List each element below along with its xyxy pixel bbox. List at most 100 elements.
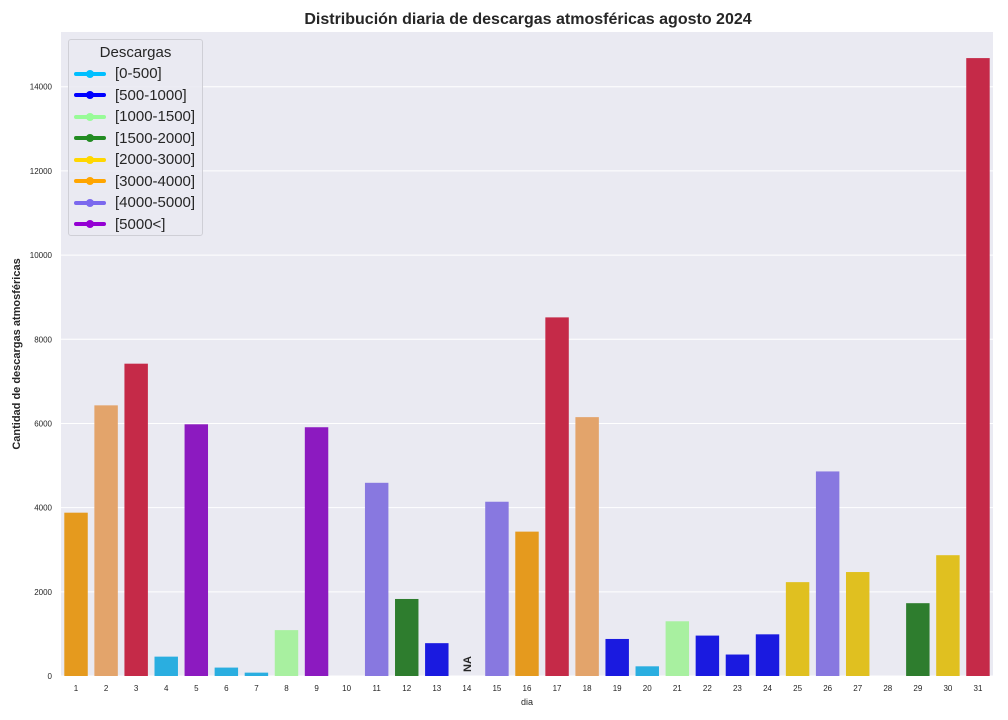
- legend-label: [5000<]: [115, 215, 166, 233]
- legend-marker: [86, 198, 94, 207]
- legend-swatch: [74, 112, 106, 121]
- y-tick-label: 8000: [34, 335, 52, 344]
- x-tick-label: 25: [793, 684, 802, 693]
- bar: [605, 638, 629, 676]
- legend-marker: [86, 155, 94, 164]
- x-tick-label: 17: [553, 684, 562, 693]
- legend-items: [0-500] [500-1000] [1000-1500] [1500-2000] […: [69, 63, 202, 235]
- x-tick-label: 28: [883, 684, 892, 693]
- legend-label: [500-1000]: [115, 86, 187, 104]
- x-tick-label: 26: [823, 684, 832, 693]
- y-tick-label: 6000: [34, 419, 52, 428]
- x-tick-label: 24: [763, 684, 772, 693]
- x-tick-label: 29: [913, 684, 922, 693]
- bar: [695, 635, 720, 676]
- x-tick-label: 2: [104, 684, 109, 693]
- bar: [545, 317, 569, 676]
- bar: [635, 666, 659, 676]
- legend-title: Descargas: [99, 44, 172, 61]
- bar: [665, 621, 690, 676]
- bar: [244, 672, 269, 676]
- x-tick-label: 20: [643, 684, 652, 693]
- x-tick-label: 30: [943, 684, 952, 693]
- bar: [936, 555, 960, 676]
- legend-item: [500-1000]: [69, 85, 202, 107]
- legend-swatch: [74, 155, 106, 164]
- legend-swatch: [74, 220, 106, 229]
- legend-label: [2000-3000]: [115, 151, 196, 169]
- y-tick-label: 12000: [30, 167, 53, 176]
- legend-marker: [86, 91, 94, 100]
- bar: [785, 582, 810, 676]
- legend-item: [2000-3000]: [69, 149, 202, 171]
- legend-label: [1000-1500]: [115, 108, 196, 126]
- x-tick-label: 3: [134, 684, 139, 693]
- x-tick-label: 10: [342, 684, 351, 693]
- y-axis-label: Cantidad de descargas atmosféricas: [11, 258, 23, 449]
- legend-marker: [86, 220, 94, 229]
- bar: [274, 630, 299, 676]
- legend-swatch: [74, 177, 106, 186]
- bar: [395, 598, 419, 676]
- bar: [184, 424, 209, 676]
- legend-label: [0-500]: [115, 65, 162, 83]
- bar: [966, 58, 990, 676]
- x-tick-label: 15: [492, 684, 501, 693]
- bar: [64, 512, 88, 676]
- legend-swatch: [74, 198, 106, 207]
- legend-item: [1500-2000]: [69, 128, 202, 150]
- x-tick-label: 22: [703, 684, 712, 693]
- legend-item: [1000-1500]: [69, 106, 202, 128]
- y-tick-label: 4000: [34, 504, 52, 513]
- legend-label: [3000-4000]: [115, 172, 196, 190]
- bar: [364, 482, 389, 676]
- bar: [906, 603, 930, 676]
- bar: [425, 643, 449, 676]
- y-tick-label: 0: [48, 672, 53, 681]
- bar: [515, 531, 539, 676]
- x-tick-label: 4: [164, 684, 169, 693]
- legend-swatch: [74, 91, 106, 100]
- y-tick-labels: 0 2000 4000 6000 8000 10000 12000 14000: [30, 83, 53, 681]
- x-tick-label: 1: [74, 684, 79, 693]
- x-tick-label: 9: [314, 684, 319, 693]
- y-tick-label: 2000: [34, 588, 52, 597]
- na-label: NA: [462, 656, 474, 672]
- legend-item: [3000-4000]: [69, 171, 202, 193]
- x-tick-label: 12: [402, 684, 411, 693]
- legend-label: [1500-2000]: [115, 129, 196, 147]
- bar: [845, 572, 870, 676]
- legend: Descargas [0-500] [500-1000] [1000-1500] [1…: [68, 39, 203, 236]
- legend-swatch: [74, 69, 106, 78]
- bar: [304, 427, 329, 676]
- x-axis-label: dia: [521, 697, 533, 707]
- legend-swatch: [74, 134, 106, 143]
- chart-title: Distribución diaria de descargas atmosfé…: [304, 11, 751, 28]
- legend-label: [4000-5000]: [115, 194, 196, 212]
- x-tick-label: 11: [373, 684, 382, 693]
- bar: [725, 654, 750, 676]
- x-tick-label: 19: [613, 684, 622, 693]
- bars: [64, 58, 990, 676]
- x-tick-label: 31: [974, 684, 983, 693]
- legend-marker: [86, 112, 94, 121]
- bar: [214, 667, 239, 676]
- bar: [575, 417, 599, 676]
- x-tick-label: 7: [254, 684, 259, 693]
- bar: [485, 501, 509, 676]
- legend-item: [5000<]: [69, 214, 202, 236]
- x-tick-label: 18: [583, 684, 592, 693]
- bar: [815, 471, 840, 676]
- y-tick-label: 10000: [30, 251, 53, 260]
- x-tick-label: 16: [523, 684, 532, 693]
- legend-marker: [86, 177, 94, 186]
- legend-marker: [86, 134, 94, 143]
- x-tick-label: 23: [733, 684, 742, 693]
- legend-item: [4000-5000]: [69, 192, 202, 214]
- legend-item: [0-500]: [69, 63, 202, 85]
- x-tick-label: 8: [284, 684, 289, 693]
- bar: [94, 405, 118, 676]
- y-tick-label: 14000: [30, 83, 53, 92]
- bar: [124, 363, 148, 676]
